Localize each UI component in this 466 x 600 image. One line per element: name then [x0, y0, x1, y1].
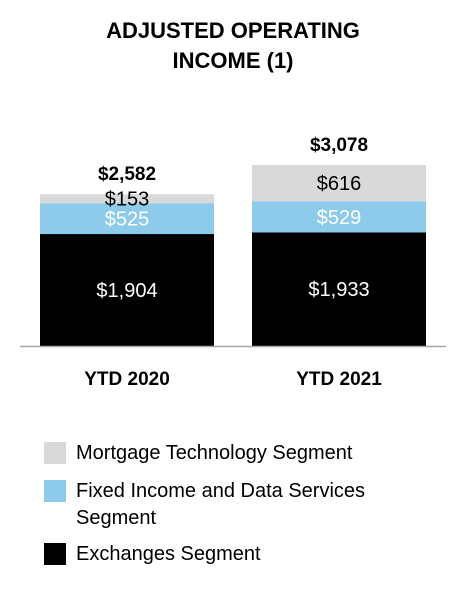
bar-segment-fixed-income-and-data-services-segment-ytd-2020	[40, 203, 214, 235]
legend-swatch-exchanges	[44, 543, 66, 565]
category-label-ytd-2020: YTD 2020	[84, 369, 170, 390]
data-label-mortgage-technology-segment-ytd-2021: $616	[317, 173, 362, 195]
data-label-mortgage-technology-segment-ytd-2020: $153	[105, 189, 150, 211]
total-label-ytd-2020: $2,582	[98, 164, 156, 185]
legend-label-mortgage-technology: Mortgage Technology Segment	[76, 442, 353, 464]
data-label-exchanges-segment-ytd-2021: $1,933	[308, 279, 369, 301]
legend-swatch-fixed-income	[44, 480, 66, 502]
bar-segment-mortgage-technology-segment-ytd-2020	[40, 194, 214, 204]
legend-label-fixed-income: Fixed Income and Data Services Segment	[76, 480, 366, 529]
data-label-fixed-income-and-data-services-segment-ytd-2021: $529	[317, 207, 362, 229]
chart-title-line-1: ADJUSTED OPERATING	[106, 18, 360, 43]
bar-segment-mortgage-technology-segment-ytd-2021	[252, 165, 426, 202]
data-label-fixed-income-and-data-services-segment-ytd-2020: $525	[105, 209, 150, 231]
chart-title: ADJUSTED OPERATING INCOME (1)	[0, 16, 466, 76]
bar-segment-exchanges-segment-ytd-2021	[252, 232, 426, 346]
legend-label-exchanges: Exchanges Segment	[76, 543, 261, 565]
stacked-bar-chart: $1,904 $525$153 $2,582 YTD 2020 $1,933 $529 $6…	[20, 135, 446, 390]
bar-segment-fixed-income-and-data-services-segment-ytd-2021	[252, 201, 426, 233]
bar-segment-exchanges-segment-ytd-2020	[40, 234, 214, 346]
chart-title-line-2: INCOME (1)	[172, 48, 294, 73]
category-label-ytd-2021: YTD 2021	[296, 369, 382, 390]
legend-swatch-mortgage-technology	[44, 442, 66, 464]
data-label-exchanges-segment-ytd-2020: $1,904	[96, 280, 157, 302]
total-label-ytd-2021: $3,078	[310, 135, 368, 156]
